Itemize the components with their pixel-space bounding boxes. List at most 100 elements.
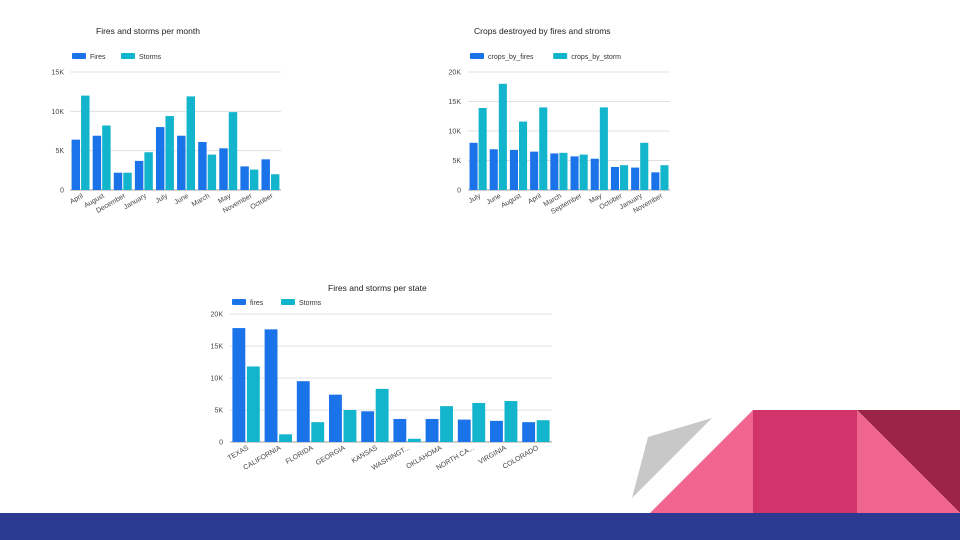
bar-crops-by-storm-9: [660, 165, 669, 190]
bar-fires-8: [240, 166, 249, 190]
y-tick-label: 15K: [449, 99, 462, 106]
deco-pink-triangle-right: [857, 410, 960, 513]
legend-swatch-1: [281, 299, 295, 305]
legend-swatch-1: [121, 53, 135, 59]
bar-crops-by-storm-8: [640, 142, 649, 190]
legend-label-1: Storms: [139, 54, 162, 61]
bar-storms-4: [375, 388, 389, 442]
x-tick-label: KANSAS: [351, 445, 379, 465]
legend-swatch-0: [232, 299, 246, 305]
bar-fires-3: [329, 394, 342, 442]
bar-crops-by-fires-0: [469, 142, 478, 190]
legend-swatch-0: [470, 53, 484, 59]
bar-fires-7: [457, 419, 471, 442]
chart-title: Crops destroyed by fires and stroms: [474, 26, 611, 36]
deco-gray-triangle: [632, 418, 712, 498]
x-tick-label: TEXAS: [227, 445, 251, 463]
bar-storms-1: [102, 125, 111, 190]
chart-fires-storms-per-month: Fires and storms per month Fires Storms 0 5K…: [52, 26, 281, 215]
bar-storms-5: [407, 438, 421, 442]
x-tick-label: August: [500, 193, 522, 210]
bar-crops-by-storm-0: [478, 107, 487, 190]
bar-crops-by-storm-1: [498, 83, 507, 190]
bar-fires-2: [296, 381, 310, 442]
y-tick-label: 15K: [52, 70, 65, 77]
legend-swatch-0: [72, 53, 86, 59]
x-tick-label: July: [155, 192, 170, 205]
y-tick-label: 5K: [452, 158, 461, 165]
x-tick-label: FLORIDA: [285, 445, 315, 466]
bar-crops-by-storm-7: [620, 165, 629, 190]
bar-fires-4: [155, 127, 165, 190]
bar-fires-8: [490, 420, 503, 442]
bar-crops-by-fires-3: [530, 151, 539, 190]
chart-fires-storms-per-state: Fires and storms per state fires Storms 0 5K…: [211, 283, 552, 472]
x-tick-label: January: [123, 192, 148, 211]
bar-storms-6: [207, 154, 217, 190]
bar-fires-3: [134, 160, 144, 190]
bar-crops-by-fires-4: [550, 153, 559, 190]
legend-label-1: crops_by_storm: [571, 54, 621, 61]
bar-crops-by-storm-4: [559, 152, 568, 190]
bar-storms-7: [228, 112, 238, 190]
chart-crops-destroyed: Crops destroyed by fires and stroms crops…: [449, 26, 670, 216]
bar-fires-1: [264, 329, 278, 442]
legend-label-0: crops_by_fires: [488, 54, 534, 61]
bar-crops-by-fires-9: [651, 172, 660, 190]
bar-storms-5: [186, 96, 196, 190]
x-tick-label: June: [173, 193, 190, 207]
bar-fires-9: [261, 159, 270, 190]
x-tick-label: October: [249, 192, 275, 211]
bar-storms-6: [440, 406, 453, 442]
bar-crops-by-fires-7: [610, 166, 619, 190]
bar-storms-4: [165, 116, 174, 190]
x-tick-label: April: [527, 192, 543, 205]
bar-storms-7: [472, 402, 486, 442]
bar-crops-by-fires-5: [570, 156, 579, 190]
y-tick-label: 10K: [211, 376, 224, 383]
y-tick-label: 5K: [214, 408, 223, 415]
x-tick-label: March: [191, 193, 211, 209]
bar-storms-3: [343, 410, 357, 442]
bar-fires-5: [177, 135, 186, 190]
bar-fires-7: [219, 148, 228, 190]
bar-fires-5: [393, 418, 407, 442]
bar-fires-1: [92, 135, 102, 190]
chart-title: Fires and storms per state: [328, 283, 427, 293]
bar-fires-6: [198, 142, 207, 190]
bar-storms-2: [123, 172, 132, 190]
y-tick-label: 0: [60, 188, 64, 195]
bottom-bar: [0, 513, 960, 540]
y-tick-label: 0: [457, 188, 461, 195]
y-tick-label: 5K: [55, 148, 64, 155]
bar-storms-3: [144, 152, 153, 190]
y-tick-label: 15K: [211, 344, 224, 351]
x-tick-label: GEORGIA: [315, 445, 347, 468]
deco-pink-triangle-left: [650, 410, 753, 513]
bar-crops-by-storm-5: [579, 154, 588, 190]
decorative-shapes: [632, 410, 960, 513]
bar-storms-9: [536, 420, 550, 442]
bar-fires-0: [232, 328, 246, 442]
y-tick-label: 20K: [211, 312, 224, 319]
bar-fires-0: [71, 139, 81, 190]
bar-storms-0: [246, 366, 260, 442]
bar-storms-0: [81, 95, 90, 190]
bar-crops-by-fires-2: [509, 149, 518, 190]
y-tick-label: 10K: [449, 129, 462, 136]
bar-storms-9: [270, 174, 280, 190]
x-tick-label: July: [468, 192, 483, 205]
bar-crops-by-fires-1: [489, 149, 498, 190]
bar-crops-by-fires-8: [631, 167, 640, 190]
bar-crops-by-fires-6: [590, 158, 599, 190]
bar-storms-2: [311, 422, 325, 442]
legend-label-0: fires: [250, 300, 264, 307]
legend-swatch-1: [553, 53, 568, 59]
deco-magenta-block: [753, 410, 857, 513]
bar-fires-4: [361, 411, 375, 442]
y-tick-label: 20K: [449, 70, 462, 77]
legend-label-0: Fires: [90, 54, 106, 61]
bar-crops-by-storm-6: [599, 107, 608, 190]
legend-label-1: Storms: [299, 300, 322, 307]
